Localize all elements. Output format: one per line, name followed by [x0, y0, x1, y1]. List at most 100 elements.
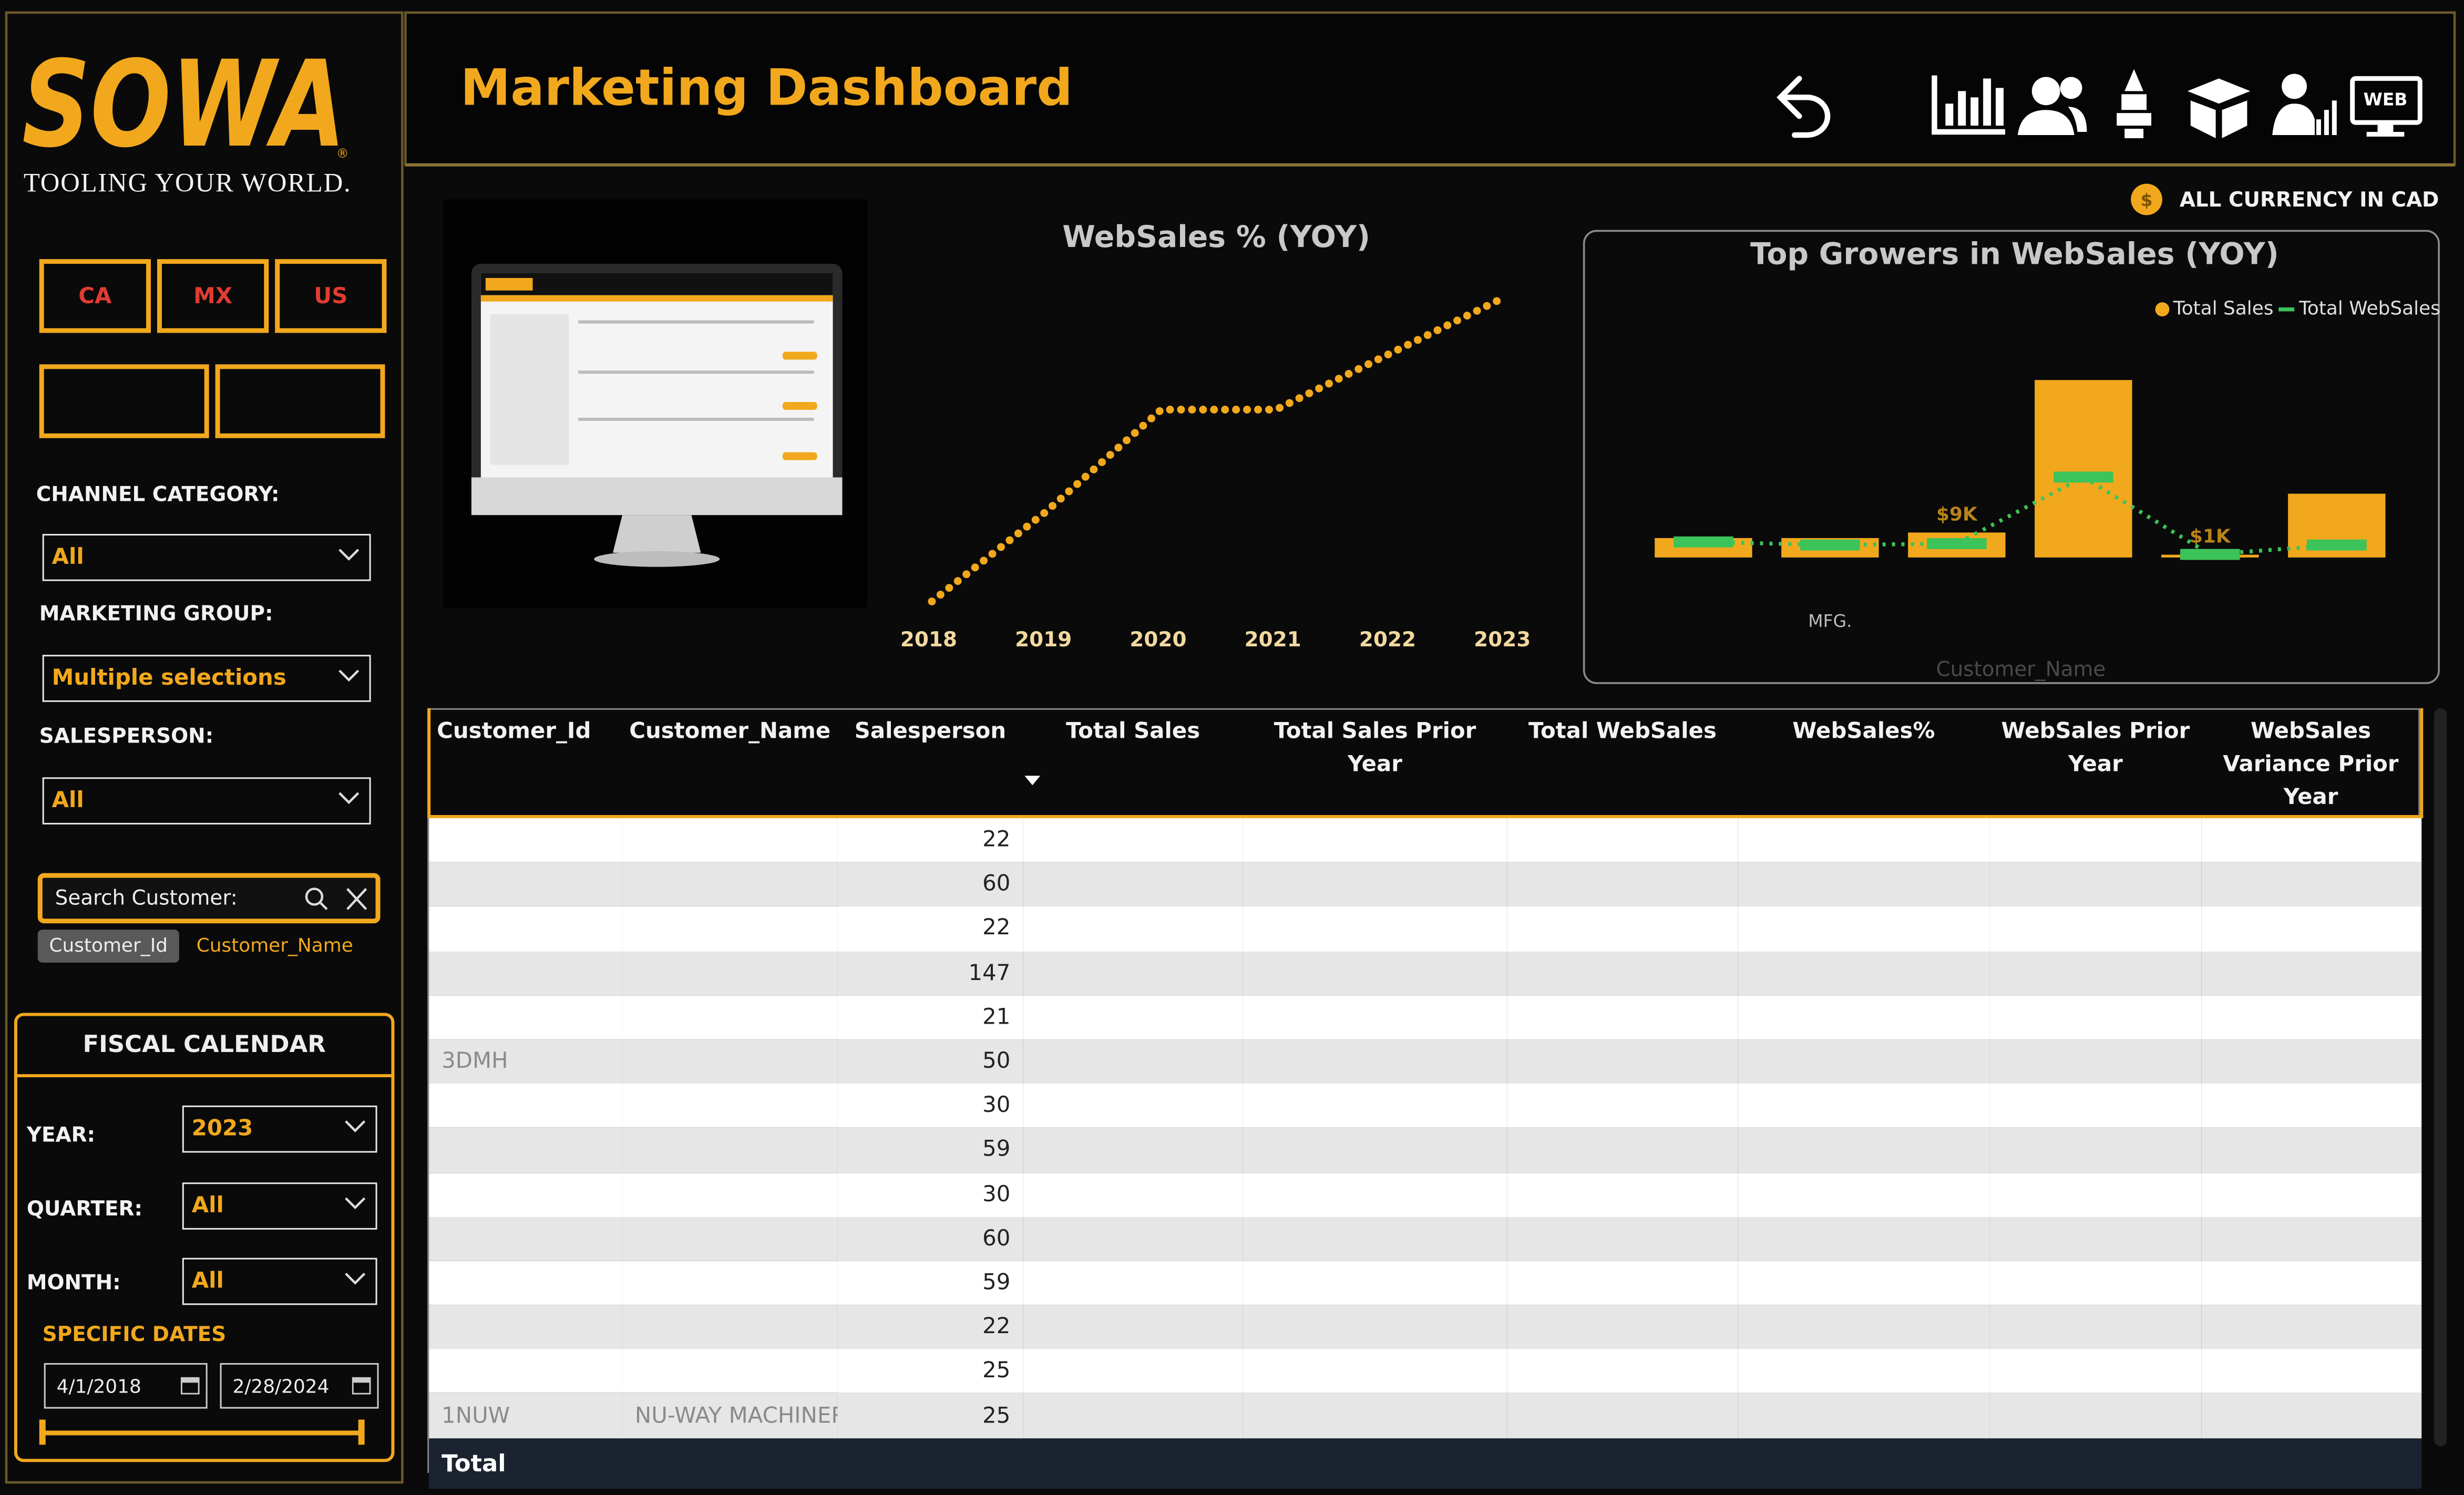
line-series — [928, 293, 1510, 606]
cell-obscured — [1507, 1039, 1738, 1084]
table-row: 59 — [429, 1261, 2422, 1305]
cell-customer-name — [622, 1039, 838, 1084]
cell-salesperson: 22 — [837, 1305, 1023, 1349]
cell-obscured — [1243, 1172, 1507, 1217]
cell-customer-name — [622, 995, 838, 1040]
box-icon[interactable] — [2187, 78, 2251, 138]
search-field-toggle[interactable]: Customer_Name — [196, 934, 353, 956]
cell-obscured — [1243, 1128, 1507, 1172]
calendar-label: YEAR: — [26, 1124, 96, 1148]
column-header[interactable]: WebSales Variance Prior Year — [2223, 719, 2399, 811]
cell-customer-name — [622, 1216, 838, 1261]
country-button[interactable]: US — [275, 259, 387, 333]
cell-customer-name — [622, 951, 838, 995]
sort-indicator[interactable] — [1023, 774, 1042, 787]
sidebar-frame — [5, 11, 404, 1484]
cell-obscured — [1507, 862, 1738, 907]
start-date[interactable]: 4/1/2018 — [44, 1363, 208, 1409]
dropdown-value: All — [52, 544, 84, 570]
cell-obscured — [1023, 1394, 1243, 1438]
column-header[interactable]: Total Sales — [1066, 719, 1200, 745]
cell-obscured — [1023, 1349, 1243, 1394]
dropdown-value: All — [52, 788, 84, 813]
cell-obscured — [1023, 1261, 1243, 1305]
column-header[interactable]: Salesperson — [854, 719, 1007, 745]
line-marker — [1800, 539, 1860, 551]
table-row: 22 — [429, 906, 2422, 951]
dropdown[interactable]: All — [182, 1257, 377, 1305]
cell-obscured — [1507, 951, 1738, 995]
x-axis-title: Customer_Name — [1936, 658, 2106, 682]
cell-obscured — [1023, 995, 1243, 1040]
cell-obscured — [1243, 995, 1507, 1040]
dropdown[interactable]: Multiple selections — [42, 655, 371, 702]
cell-obscured — [1243, 1216, 1507, 1261]
cell-obscured — [1989, 995, 2202, 1040]
end-date[interactable]: 2/28/2024 — [220, 1363, 379, 1409]
column-header[interactable]: Customer_Id — [437, 719, 591, 745]
cell-obscured — [2201, 995, 2422, 1040]
cell-customer-name — [622, 1349, 838, 1394]
logo-tagline: TOOLING YOUR WORLD. — [24, 168, 351, 197]
cell-obscured — [1243, 951, 1507, 995]
cell-obscured — [1738, 1305, 1990, 1349]
chart-icon[interactable] — [1932, 75, 2005, 135]
analyst-icon[interactable] — [2272, 74, 2337, 136]
country-button[interactable]: CA — [39, 259, 151, 333]
calendar-label: MONTH: — [26, 1272, 121, 1296]
cell-customer-id — [429, 906, 622, 951]
cell-customer-id — [429, 1349, 622, 1394]
undo-icon[interactable] — [1777, 76, 1831, 138]
cell-obscured — [1243, 1084, 1507, 1128]
slider-handle[interactable] — [358, 1419, 365, 1445]
cell-obscured — [1023, 1216, 1243, 1261]
cell-obscured — [1023, 862, 1243, 907]
cell-salesperson: 30 — [837, 1172, 1023, 1217]
table-row: 60 — [429, 1216, 2422, 1261]
dropdown[interactable]: 2023 — [182, 1105, 377, 1153]
column-header[interactable]: Total WebSales — [1528, 719, 1717, 745]
group-button[interactable] — [215, 364, 385, 438]
cell-obscured — [1989, 1172, 2202, 1217]
cell-obscured — [2201, 1394, 2422, 1438]
group-button[interactable] — [39, 364, 209, 438]
column-header[interactable]: Customer_Name — [629, 719, 831, 745]
cell-obscured — [1507, 1394, 1738, 1438]
chevron — [338, 669, 360, 682]
country-button[interactable]: MX — [157, 259, 269, 333]
tool-icon[interactable] — [2117, 69, 2152, 138]
cell-obscured — [1738, 951, 1990, 995]
column-header[interactable]: Total Sales Prior Year — [1274, 719, 1476, 778]
dropdown[interactable]: All — [182, 1182, 377, 1230]
cell-salesperson: 21 — [837, 995, 1023, 1040]
cell-obscured — [1989, 1128, 2202, 1172]
people-icon[interactable] — [2017, 77, 2087, 136]
line-marker — [1674, 536, 1733, 548]
chevron — [338, 549, 360, 561]
header-title: Marketing Dashboard — [460, 58, 1073, 117]
date-value: 2/28/2024 — [232, 1375, 330, 1398]
column-header[interactable]: WebSales Prior Year — [2001, 719, 2190, 778]
line-marker — [2307, 539, 2367, 551]
scrollbar[interactable] — [2434, 708, 2447, 1447]
x-tick-label: 2022 — [1359, 628, 1416, 652]
panel-title: FISCAL CALENDAR — [83, 1030, 326, 1059]
cell-obscured — [1243, 1349, 1507, 1394]
cell-obscured — [1738, 1261, 1990, 1305]
dropdown[interactable]: All — [42, 777, 371, 824]
date-slider[interactable] — [42, 1430, 363, 1436]
search-field-toggle[interactable]: Customer_Id — [37, 930, 179, 963]
x-tick-label: 2021 — [1245, 628, 1301, 652]
filter-label: SALESPERSON: — [39, 725, 214, 749]
web-icon[interactable]: WEB — [2350, 76, 2422, 137]
cell-obscured — [1507, 1128, 1738, 1172]
slider-handle[interactable] — [39, 1419, 46, 1445]
currency-note: ALL CURRENCY IN CAD — [2180, 188, 2439, 212]
column-header[interactable]: WebSales% — [1792, 719, 1935, 745]
dropdown[interactable]: All — [42, 534, 371, 581]
cell-obscured — [1023, 816, 1243, 863]
search-box[interactable]: Search Customer: — [37, 873, 381, 924]
